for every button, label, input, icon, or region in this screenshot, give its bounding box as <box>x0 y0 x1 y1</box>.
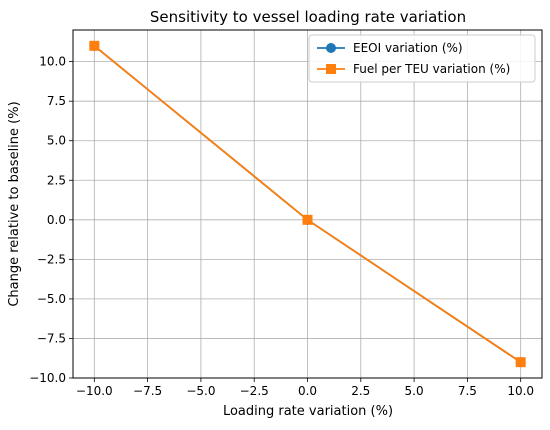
series-layer <box>89 40 526 368</box>
legend-item: EEOI variation (%) <box>317 41 463 55</box>
x-tick-label: −2.5 <box>240 384 269 398</box>
series-2 <box>89 40 526 368</box>
ticks: −10.0 −7.5 −5.0 −2.5 0.0 2.5 5.0 7.5 10.0 −10.0 −7… <box>29 55 534 398</box>
y-tick-label: −10.0 <box>29 371 66 385</box>
x-tick-label: 7.5 <box>458 384 477 398</box>
chart-title: Sensitivity to vessel loading rate varia… <box>150 8 466 26</box>
data-point <box>515 357 526 368</box>
y-axis-label: Change relative to baseline (%) <box>7 101 22 306</box>
legend: EEOI variation (%) Fuel per TEU variation… <box>308 34 536 83</box>
legend-label: EEOI variation (%) <box>353 41 463 55</box>
y-tick-label: −5.0 <box>37 292 66 306</box>
y-tick-label: 10.0 <box>39 55 66 69</box>
y-tick-label: 5.0 <box>47 134 66 148</box>
legend-box <box>308 34 536 83</box>
data-point <box>89 40 100 51</box>
x-tick-label: 2.5 <box>351 384 370 398</box>
x-tick-label: −10.0 <box>76 384 113 398</box>
legend-item: Fuel per TEU variation (%) <box>317 62 510 76</box>
data-point <box>302 214 313 225</box>
x-tick-label: −5.0 <box>186 384 215 398</box>
x-axis-label: Loading rate variation (%) <box>223 404 393 419</box>
y-tick-label: −7.5 <box>37 331 66 345</box>
y-tick-label: 7.5 <box>47 94 66 108</box>
x-tick-label: 5.0 <box>405 384 424 398</box>
y-tick-label: −2.5 <box>37 252 66 266</box>
y-tick-label: 2.5 <box>47 173 66 187</box>
x-tick-label: −7.5 <box>133 384 162 398</box>
y-tick-label: 0.0 <box>47 213 66 227</box>
x-tick-label: 10.0 <box>507 384 534 398</box>
legend-marker <box>326 64 336 74</box>
legend-label: Fuel per TEU variation (%) <box>353 62 510 76</box>
x-tick-label: 0.0 <box>298 384 317 398</box>
legend-marker <box>326 43 336 53</box>
